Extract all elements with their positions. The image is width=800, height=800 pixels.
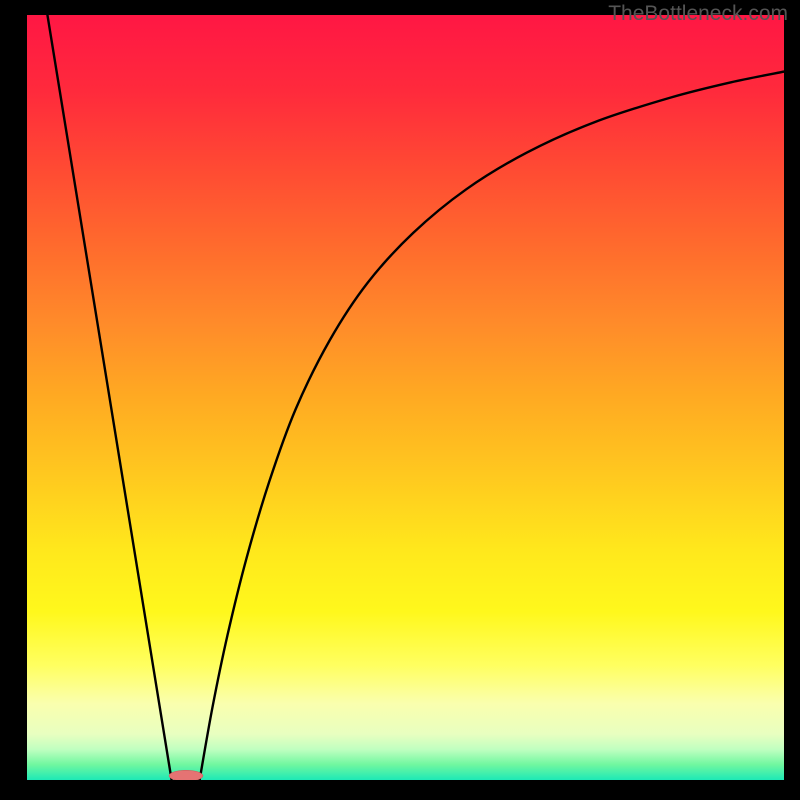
chart-container: TheBottleneck.com xyxy=(0,0,800,800)
optimal-point-marker xyxy=(169,770,203,780)
plot-svg xyxy=(27,15,784,780)
gradient-background xyxy=(27,15,784,780)
watermark-text: TheBottleneck.com xyxy=(608,2,788,26)
plot-area xyxy=(27,15,784,780)
